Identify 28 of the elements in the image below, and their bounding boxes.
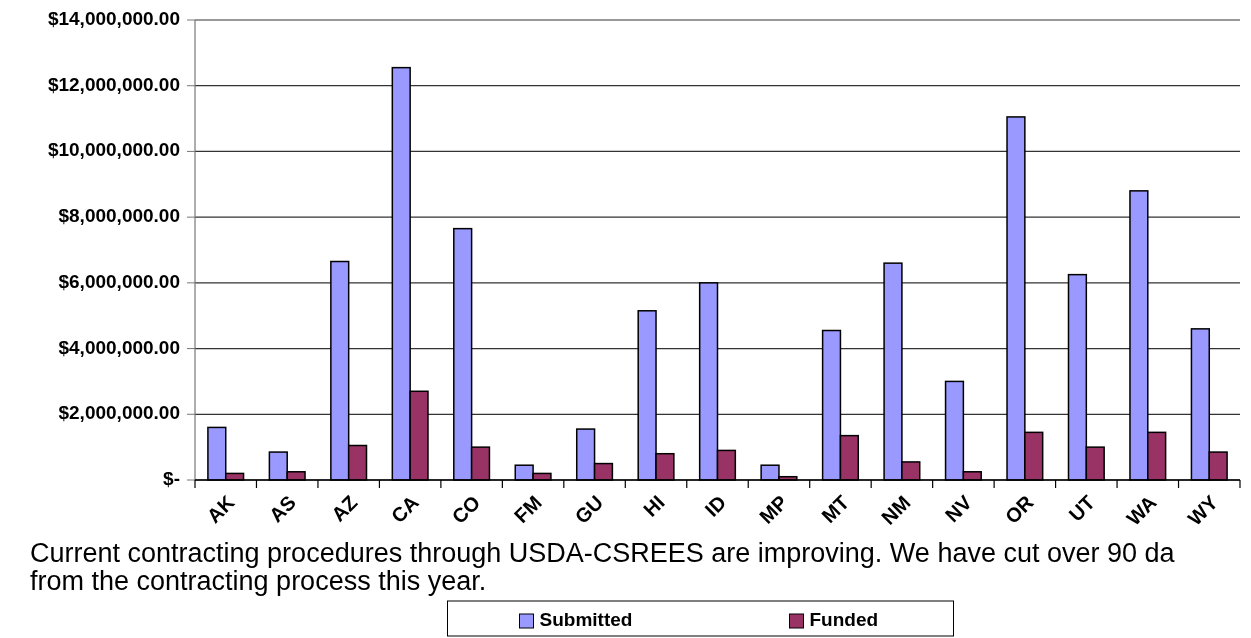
y-tick-label: $8,000,000.00 — [58, 205, 180, 227]
x-tick-label: UT — [1064, 491, 1100, 526]
x-tick-label: ID — [700, 491, 731, 522]
x-tick-label: WY — [1183, 490, 1223, 530]
x-tick-label: WA — [1122, 491, 1161, 530]
x-tick-label: MT — [817, 491, 854, 528]
x-tick-label: CO — [447, 491, 485, 529]
y-tick-label: $6,000,000.00 — [58, 270, 180, 292]
x-tick-label: CA — [387, 491, 424, 528]
x-tick-label: MP — [755, 491, 792, 529]
legend-label: Funded — [809, 609, 879, 631]
x-tick-label: AZ — [327, 491, 362, 526]
x-tick-label: AS — [265, 491, 301, 527]
y-tick-label: $- — [163, 468, 180, 490]
y-tick-label: $2,000,000.00 — [58, 402, 180, 424]
y-tick-label: $10,000,000.00 — [47, 139, 180, 161]
x-tick-label: NM — [877, 491, 915, 530]
x-tick-label: FM — [510, 491, 547, 528]
x-tick-label: NV — [941, 491, 977, 527]
y-tick-label: $12,000,000.00 — [47, 73, 180, 95]
legend-label: Submitted — [539, 609, 633, 631]
x-tick-label: HI — [639, 491, 670, 522]
x-tick-label: OR — [1001, 491, 1039, 529]
x-tick-label: GU — [570, 491, 608, 529]
y-tick-label: $14,000,000.00 — [47, 8, 180, 30]
y-tick-label: $4,000,000.00 — [58, 336, 180, 358]
x-tick-label: AK — [202, 491, 240, 528]
text: Current contracting procedures through USDA-CSREES are improving. We have cut over 90 da from the contracting process this year. — [30, 538, 1176, 597]
